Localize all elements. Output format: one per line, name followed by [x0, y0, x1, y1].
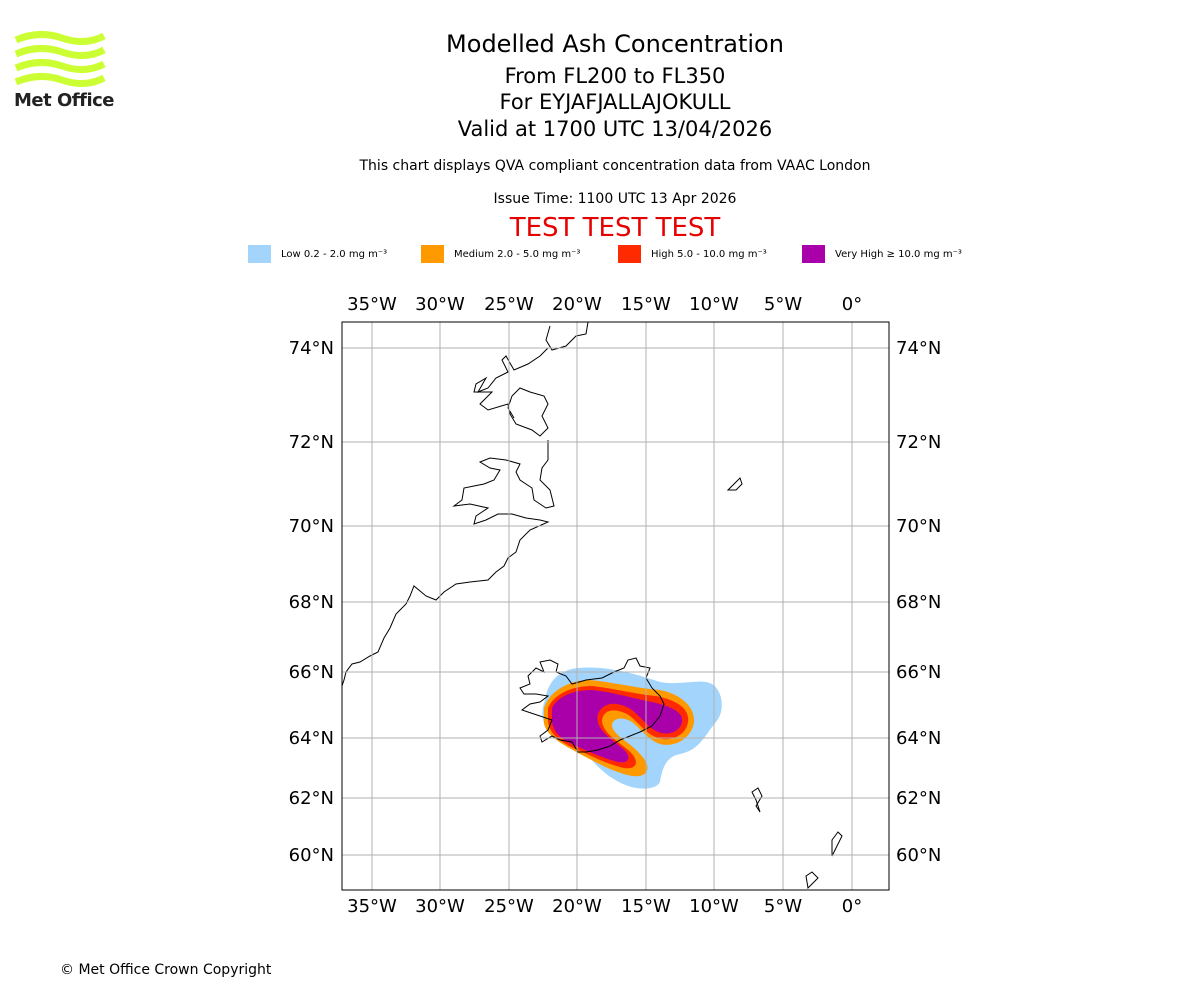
legend-very-high: Very High ≥ 10.0 mg m⁻³ [802, 244, 962, 264]
ash-very-high-region [552, 690, 683, 763]
lat-tick: 64°N [896, 728, 941, 749]
lat-tick: 68°N [896, 592, 941, 613]
lon-tick: 35°W [347, 294, 397, 315]
legend-swatch [618, 245, 641, 263]
legend-low: Low 0.2 - 2.0 mg m⁻³ [248, 244, 387, 264]
lat-tick: 60°N [896, 845, 941, 866]
legend-swatch [248, 245, 271, 263]
legend-high: High 5.0 - 10.0 mg m⁻³ [618, 244, 767, 264]
lat-tick: 60°N [289, 845, 334, 866]
lon-tick: 20°W [552, 294, 602, 315]
lat-tick: 74°N [289, 338, 334, 359]
lat-tick: 66°N [896, 662, 941, 683]
iceland-coastline [519, 657, 665, 753]
lat-tick: 68°N [289, 592, 334, 613]
lon-tick: 25°W [484, 294, 534, 315]
compliance-note: This chart displays QVA compliant concen… [359, 158, 871, 174]
greenland-coastline [342, 322, 589, 687]
met-office-logo [14, 31, 106, 87]
legend-label: High 5.0 - 10.0 mg m⁻³ [651, 248, 767, 260]
faroe-coastline [751, 787, 763, 813]
legend-label: Medium 2.0 - 5.0 mg m⁻³ [454, 248, 581, 260]
lon-tick: 5°W [764, 294, 802, 315]
lon-tick: 30°W [415, 896, 465, 917]
lat-tick: 70°N [896, 516, 941, 537]
shetland-coastline [831, 831, 843, 857]
lat-tick: 64°N [289, 728, 334, 749]
valid-time: Valid at 1700 UTC 13/04/2026 [457, 117, 773, 141]
lon-tick: 0° [842, 294, 862, 315]
test-banner: TEST TEST TEST [509, 213, 721, 243]
orkney-coastline [805, 871, 819, 890]
lon-tick: 25°W [484, 896, 534, 917]
lon-tick: 30°W [415, 294, 465, 315]
copyright-notice: © Met Office Crown Copyright [60, 962, 272, 978]
legend-swatch [802, 245, 825, 263]
lat-tick: 62°N [289, 788, 334, 809]
legend-label: Very High ≥ 10.0 mg m⁻³ [835, 248, 962, 260]
lon-tick: 20°W [552, 896, 602, 917]
lat-tick: 72°N [289, 432, 334, 453]
chart-title: Modelled Ash Concentration [446, 30, 784, 58]
issue-time: Issue Time: 1100 UTC 13 Apr 2026 [493, 191, 737, 207]
lon-tick: 10°W [689, 896, 739, 917]
legend-medium: Medium 2.0 - 5.0 mg m⁻³ [421, 244, 580, 264]
jan-mayen-coastline [726, 477, 743, 491]
lat-tick: 70°N [289, 516, 334, 537]
lat-tick: 66°N [289, 662, 334, 683]
lat-labels-right: 74°N 72°N 70°N 68°N 66°N 64°N 62°N 60°N [896, 338, 941, 866]
lon-labels-bottom: 35°W 30°W 25°W 20°W 15°W 10°W 5°W 0° [347, 896, 862, 917]
lon-tick: 15°W [621, 896, 671, 917]
lon-labels-top: 35°W 30°W 25°W 20°W 15°W 10°W 5°W 0° [347, 294, 862, 315]
lon-tick: 10°W [689, 294, 739, 315]
lon-tick: 5°W [764, 896, 802, 917]
lat-tick: 72°N [896, 432, 941, 453]
map-frame [341, 321, 890, 891]
volcano-name: For EYJAFJALLAJOKULL [499, 90, 731, 114]
lat-tick: 62°N [896, 788, 941, 809]
legend-swatch [421, 245, 444, 263]
lon-tick: 35°W [347, 896, 397, 917]
lon-tick: 15°W [621, 294, 671, 315]
flight-levels: From FL200 to FL350 [504, 64, 726, 88]
lat-labels-left: 74°N 72°N 70°N 68°N 66°N 64°N 62°N 60°N [289, 338, 334, 866]
logo-wordmark: Met Office [14, 90, 115, 111]
lat-tick: 74°N [896, 338, 941, 359]
legend-label: Low 0.2 - 2.0 mg m⁻³ [281, 248, 388, 260]
lon-tick: 0° [842, 896, 862, 917]
gridlines [342, 322, 889, 890]
